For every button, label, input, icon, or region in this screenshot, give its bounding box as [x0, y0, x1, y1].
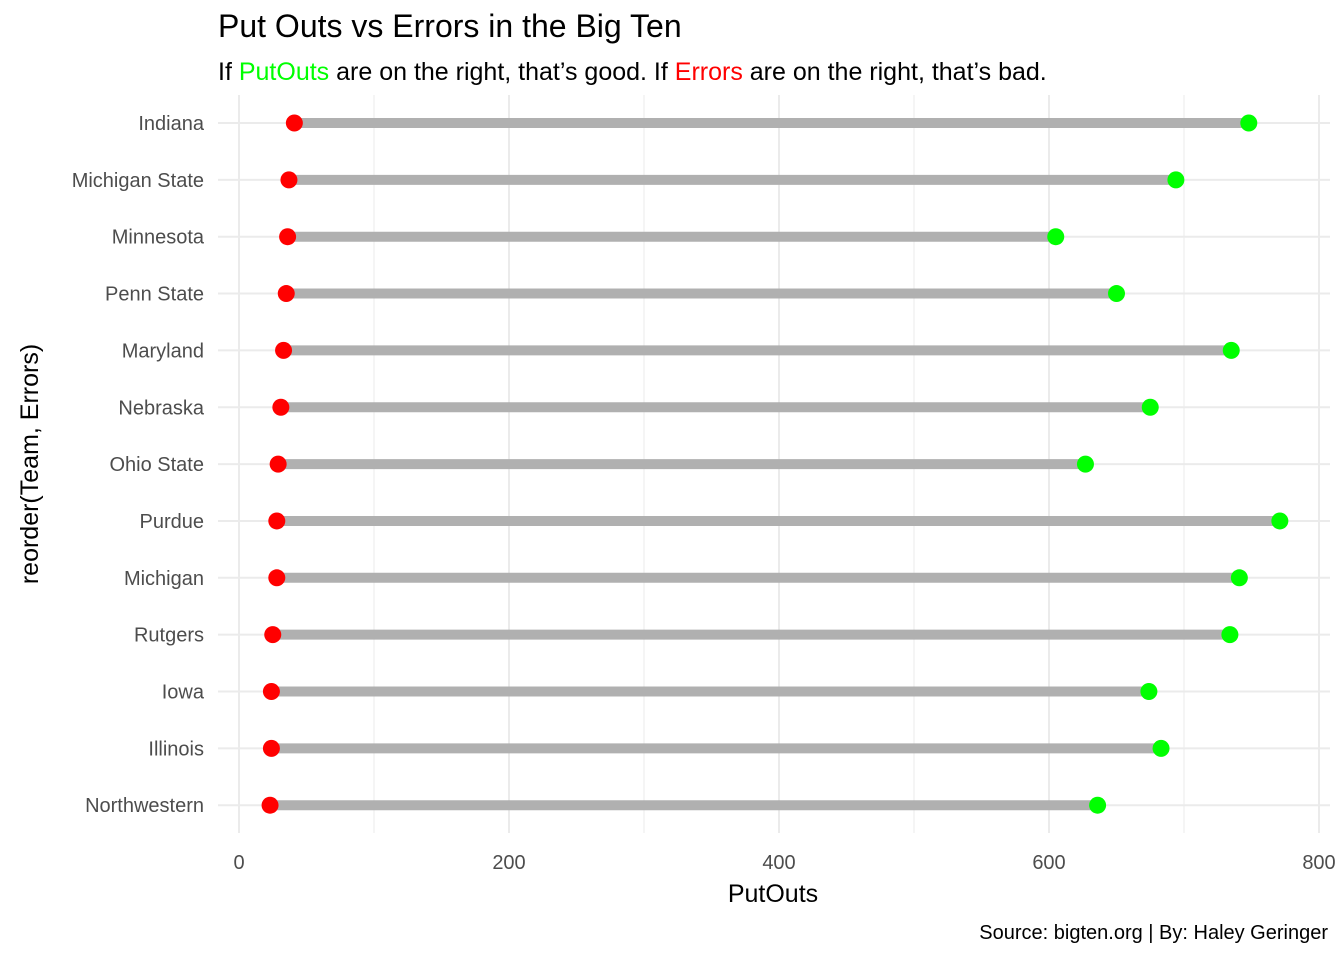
subtitle-text-2: are on the right, that’s good. If: [329, 58, 675, 86]
putouts-point-maryland: [1222, 341, 1240, 359]
putouts-point-indiana: [1240, 114, 1258, 132]
errors-point-purdue: [268, 512, 286, 530]
y-tick-label: Ohio State: [109, 454, 204, 476]
errors-point-michigan: [268, 569, 286, 587]
y-tick-label: Michigan State: [72, 170, 204, 192]
x-axis-title: PutOuts: [728, 880, 818, 908]
y-tick-label: Iowa: [162, 682, 205, 704]
y-tick-label: Michigan: [124, 568, 204, 590]
errors-point-indiana: [285, 114, 303, 132]
x-tick-label: 400: [762, 852, 795, 874]
errors-point-iowa: [262, 683, 280, 700]
chart-title: Put Outs vs Errors in the Big Ten: [218, 8, 682, 44]
chart-subtitle: If PutOuts are on the right, that’s good…: [218, 58, 1047, 87]
putouts-point-ohio-state: [1076, 455, 1094, 473]
y-axis-title: reorder(Team, Errors): [16, 344, 44, 584]
putouts-point-michigan-state: [1167, 171, 1185, 189]
putouts-point-purdue: [1271, 512, 1289, 530]
y-tick-label: Penn State: [105, 284, 204, 306]
y-tick-label: Rutgers: [134, 625, 204, 647]
point-layer: [261, 114, 1289, 814]
y-tick-label: Indiana: [138, 113, 204, 135]
x-tick-label: 0: [233, 852, 244, 874]
errors-point-rutgers: [264, 626, 282, 644]
putouts-point-illinois: [1152, 739, 1170, 757]
y-tick-label: Maryland: [122, 340, 204, 362]
putouts-point-rutgers: [1221, 626, 1239, 644]
putouts-point-iowa: [1140, 683, 1158, 700]
subtitle-errors-word: Errors: [674, 58, 743, 86]
subtitle-putouts-word: PutOuts: [238, 58, 330, 86]
y-tick-label: Purdue: [140, 511, 205, 533]
subtitle-text-1: If: [218, 58, 239, 86]
errors-point-maryland: [275, 341, 293, 359]
errors-point-illinois: [262, 739, 280, 757]
x-tick-label: 600: [1032, 852, 1065, 874]
y-tick-label: Illinois: [148, 738, 204, 760]
putouts-point-michigan: [1230, 569, 1248, 587]
y-tick-label: Minnesota: [112, 227, 205, 249]
errors-point-penn-state: [277, 285, 295, 303]
x-tick-label: 200: [492, 852, 525, 874]
putouts-point-minnesota: [1047, 228, 1065, 246]
putouts-point-penn-state: [1108, 285, 1125, 303]
putouts-point-northwestern: [1089, 796, 1107, 814]
segment-layer: [270, 118, 1280, 811]
y-tick-label: Nebraska: [118, 397, 204, 419]
errors-point-michigan-state: [280, 171, 298, 189]
errors-point-ohio-state: [269, 455, 287, 473]
chart-caption: Source: bigten.org | By: Haley Geringer: [979, 922, 1328, 944]
x-tick-label: 800: [1302, 852, 1335, 874]
putouts-point-nebraska: [1141, 398, 1159, 416]
errors-point-northwestern: [261, 796, 279, 814]
y-tick-label: Northwestern: [85, 795, 204, 817]
tick-layer: Indiana Michigan State Minnesota Penn State…: [72, 113, 1336, 874]
subtitle-text-3: are on the right, that’s bad.: [742, 58, 1047, 86]
errors-point-nebraska: [272, 398, 290, 416]
errors-point-minnesota: [279, 228, 297, 246]
